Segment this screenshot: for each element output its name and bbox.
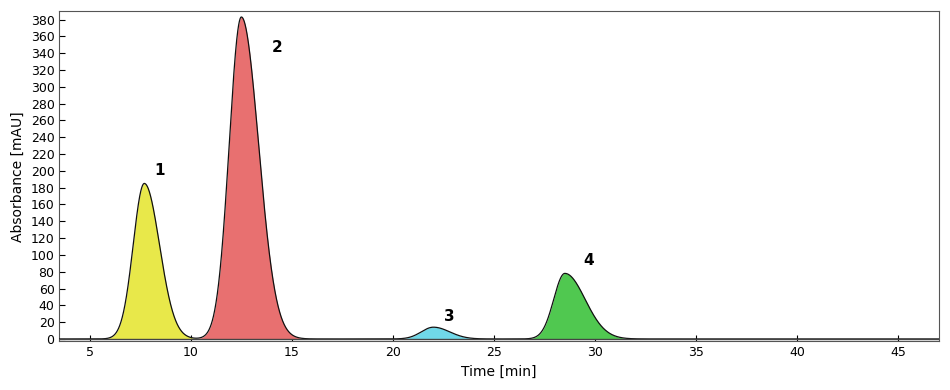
Y-axis label: Absorbance [mAU]: Absorbance [mAU]: [11, 111, 25, 241]
Text: 2: 2: [272, 40, 282, 55]
X-axis label: Time [min]: Time [min]: [462, 365, 537, 379]
Text: 3: 3: [444, 309, 454, 324]
Text: 4: 4: [583, 254, 594, 268]
Text: 1: 1: [155, 163, 165, 177]
